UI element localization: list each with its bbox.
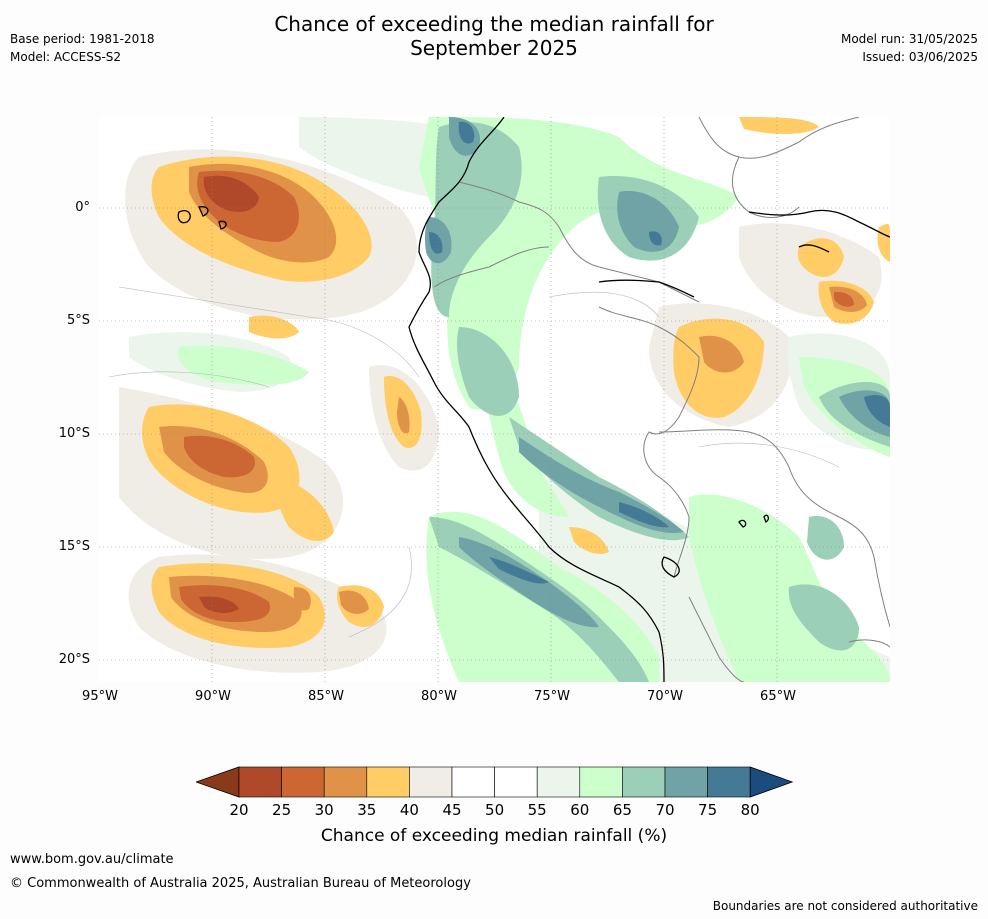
- colorbar-swatch: [409, 766, 453, 798]
- lat-label-5s: 5°S: [66, 313, 90, 328]
- lon-label-85w: 85°W: [308, 689, 344, 704]
- colorbar-tick-label: 45: [442, 801, 462, 819]
- lon-label-70w: 70°W: [647, 689, 683, 704]
- colorbar-tick-label: 40: [399, 801, 419, 819]
- colorbar-extend-high: [749, 766, 794, 798]
- map-title: Chance of exceeding the median rainfall …: [0, 12, 988, 60]
- footer-url: www.bom.gov.au/climate: [10, 852, 174, 867]
- colorbar-swatch: [707, 766, 751, 798]
- colorbar-swatch: [494, 766, 538, 798]
- colorbar-swatch: [664, 766, 708, 798]
- colorbar-swatch: [323, 766, 368, 798]
- colorbar-swatch: [451, 766, 495, 798]
- issued-label: Issued: 03/06/2025: [862, 50, 978, 64]
- model-label: Model: ACCESS-S2: [10, 50, 122, 64]
- colorbar: [196, 766, 794, 798]
- colorbar-swatch: [366, 766, 410, 798]
- colorbar-swatch: [579, 766, 623, 798]
- lon-label-80w: 80°W: [421, 689, 457, 704]
- colorbar-tick-label: 25: [272, 801, 292, 819]
- colorbar-swatch: [536, 766, 581, 798]
- colorbar-tick-label: 70: [655, 801, 675, 819]
- lon-label-95w: 95°W: [82, 689, 118, 704]
- lon-label-90w: 90°W: [195, 689, 231, 704]
- lat-label-15s: 15°S: [58, 539, 90, 554]
- colorbar-swatch: [238, 766, 282, 798]
- colorbar-tick-label: 75: [698, 801, 718, 819]
- coastlines: [177, 117, 890, 682]
- base-period-label: Base period: 1981-2018: [10, 32, 155, 46]
- footer-disclaimer: Boundaries are not considered authoritat…: [712, 899, 978, 913]
- country-borders: [433, 117, 890, 682]
- footer-copyright: © Commonwealth of Australia 2025, Austra…: [10, 876, 471, 891]
- rainfall-map: [99, 117, 890, 682]
- colorbar-swatch: [281, 766, 325, 798]
- colorbar-title: Chance of exceeding median rainfall (%): [320, 826, 668, 846]
- colorbar-tick-label: 35: [357, 801, 377, 819]
- colorbar-tick-label: 65: [612, 801, 632, 819]
- colorbar-tick-label: 60: [570, 801, 590, 819]
- lat-label-20s: 20°S: [58, 652, 90, 667]
- contour-lines: [108, 286, 840, 638]
- colorbar-tick-label: 50: [485, 801, 505, 819]
- lat-label-10s: 10°S: [58, 426, 90, 441]
- model-run-label: Model run: 31/05/2025: [840, 32, 978, 46]
- lat-label-0: 0°: [75, 200, 90, 215]
- title-line-1: Chance of exceeding the median rainfall …: [274, 12, 714, 36]
- colorbar-tick-label: 80: [740, 801, 760, 819]
- lon-label-75w: 75°W: [534, 689, 570, 704]
- colorbar-tick-label: 20: [229, 801, 249, 819]
- colorbar-tick-label: 55: [527, 801, 547, 819]
- colorbar-tick-label: 30: [314, 801, 334, 819]
- lon-label-65w: 65°W: [760, 689, 796, 704]
- colorbar-extend-low: [196, 766, 240, 798]
- blue-regions: [429, 121, 890, 584]
- brown-regions: [199, 175, 259, 613]
- colorbar-swatch: [622, 766, 666, 798]
- title-line-2: September 2025: [410, 36, 578, 60]
